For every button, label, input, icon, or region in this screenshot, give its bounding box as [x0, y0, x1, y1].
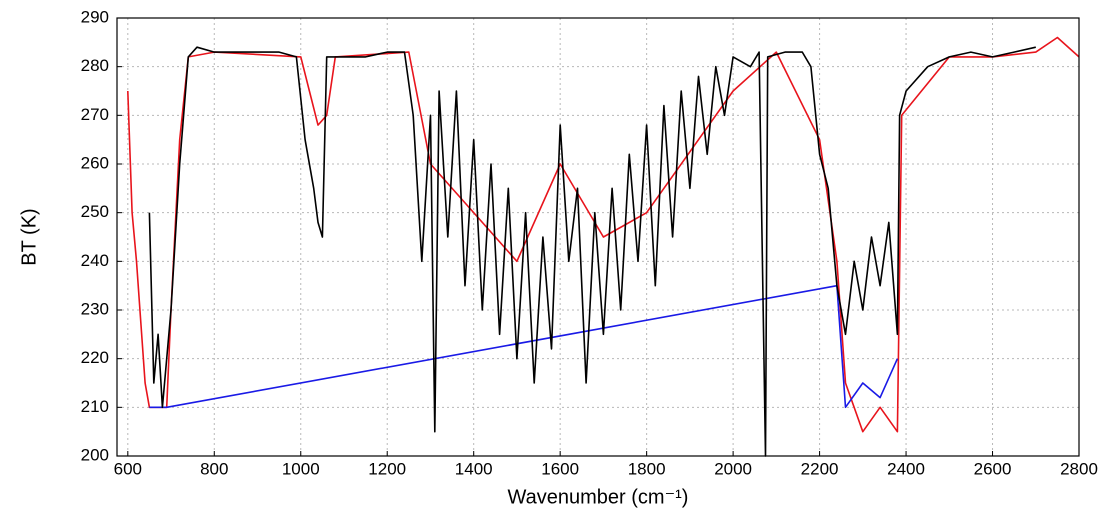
y-tick-label: 260: [81, 153, 109, 172]
y-tick-label: 290: [81, 7, 109, 26]
x-tick-label: 1600: [541, 459, 579, 478]
y-tick-label: 220: [81, 348, 109, 367]
x-axis-label: Wavenumber (cm⁻¹): [508, 486, 689, 508]
y-tick-label: 210: [81, 397, 109, 416]
y-tick-label: 230: [81, 299, 109, 318]
plot-area: [127, 36, 1080, 457]
y-tick-label: 280: [81, 56, 109, 75]
y-tick-label: 250: [81, 202, 109, 221]
y-axis-label: BT (K): [18, 208, 40, 265]
y-tick-label: 200: [81, 445, 109, 464]
x-tick-label: 2000: [714, 459, 752, 478]
x-tick-label: 800: [200, 459, 228, 478]
y-tick-label: 240: [81, 251, 109, 270]
x-tick-label: 2600: [974, 459, 1012, 478]
x-tick-label: 2200: [801, 459, 839, 478]
y-tick-label: 270: [81, 105, 109, 124]
x-tick-label: 2400: [887, 459, 925, 478]
spectrum-line: [148, 46, 1036, 457]
spectrum-line: [149, 284, 899, 409]
x-tick-label: 1800: [628, 459, 666, 478]
x-tick-label: 2800: [1060, 459, 1098, 478]
plot-frame: [116, 17, 1080, 457]
spectrum-line: [127, 36, 1080, 433]
x-tick-label: 1400: [455, 459, 493, 478]
x-tick-label: 1000: [282, 459, 320, 478]
x-tick-label: 600: [114, 459, 142, 478]
x-tick-label: 1200: [368, 459, 406, 478]
